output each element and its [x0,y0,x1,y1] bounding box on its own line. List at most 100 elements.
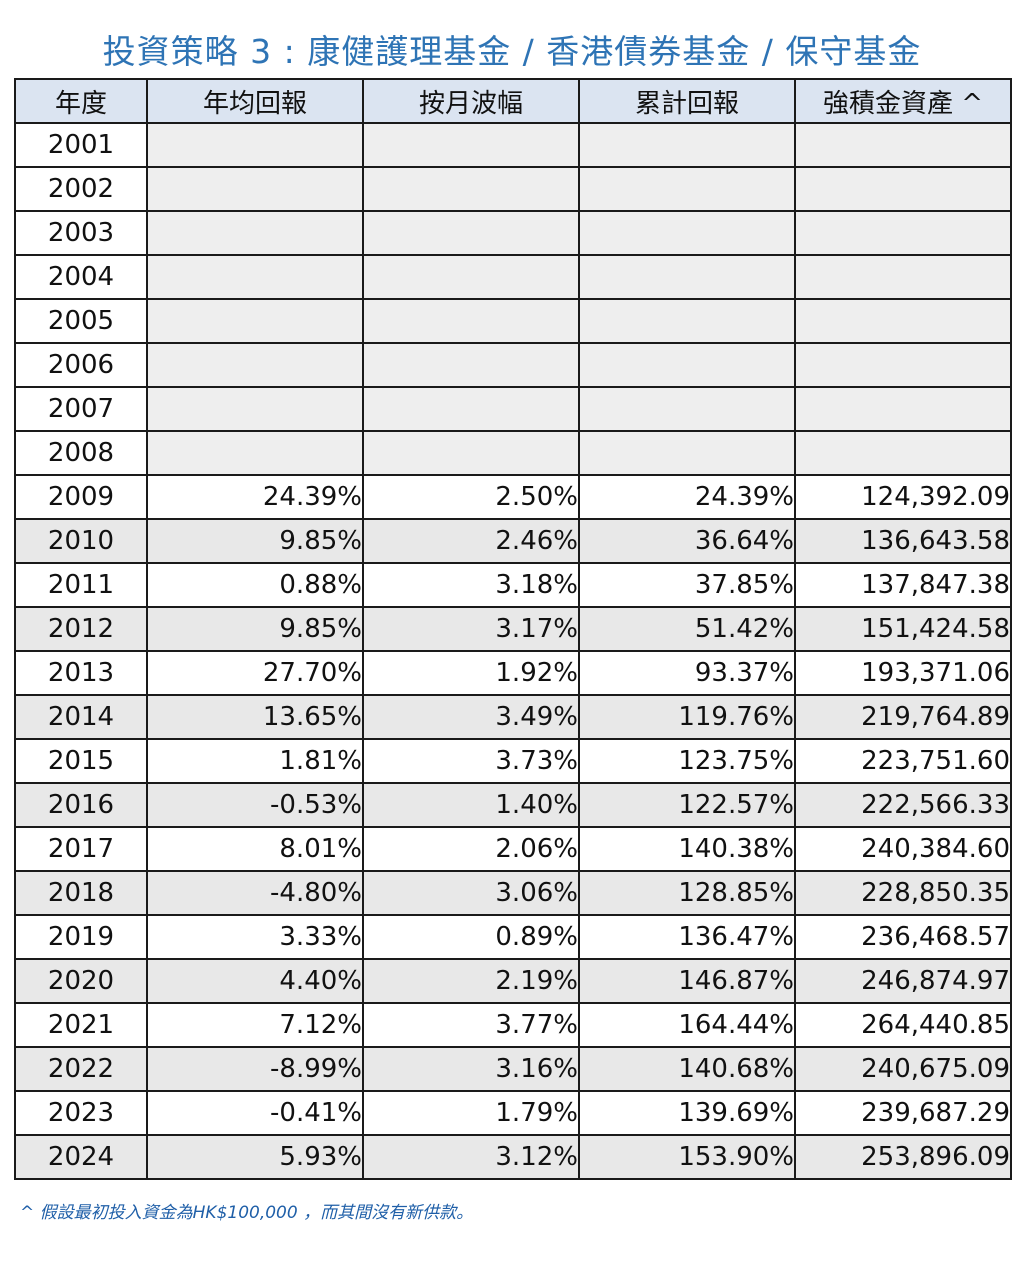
annual-return-cell: 5.93% [146,1134,364,1180]
table-row: 2004 [14,254,1012,300]
monthly-volatility-cell [362,430,580,476]
mpf-assets-cell [794,430,1012,476]
header-mpf-assets: 強積金資產 ^ [794,78,1012,124]
table-row: 2024 5.93% 3.12% 153.90% 253,896.09 [14,1134,1012,1180]
mpf-assets-cell: 124,392.09 [794,474,1012,520]
monthly-volatility-cell: 3.16% [362,1046,580,1092]
monthly-volatility-cell: 2.50% [362,474,580,520]
page-title: 投資策略 3 : 康健護理基金 / 香港債券基金 / 保守基金 [102,32,922,71]
table-row: 2005 [14,298,1012,344]
table-row: 2021 7.12% 3.77% 164.44% 264,440.85 [14,1002,1012,1048]
cumulative-return-cell: 139.69% [578,1090,796,1136]
annual-return-cell: 0.88% [146,562,364,608]
header-cumulative-return: 累計回報 [578,78,796,124]
mpf-assets-cell: 219,764.89 [794,694,1012,740]
table-row: 2012 9.85% 3.17% 51.42% 151,424.58 [14,606,1012,652]
year-cell: 2023 [14,1090,148,1136]
table-row: 2003 [14,210,1012,256]
cumulative-return-cell: 146.87% [578,958,796,1004]
cumulative-return-cell: 51.42% [578,606,796,652]
year-cell: 2009 [14,474,148,520]
monthly-volatility-cell: 1.92% [362,650,580,696]
annual-return-cell [146,430,364,476]
table-row: 2018 -4.80% 3.06% 128.85% 228,850.35 [14,870,1012,916]
mpf-assets-cell [794,386,1012,432]
cumulative-return-cell: 153.90% [578,1134,796,1180]
mpf-assets-cell: 228,850.35 [794,870,1012,916]
mpf-assets-cell: 136,643.58 [794,518,1012,564]
table-row: 2023 -0.41% 1.79% 139.69% 239,687.29 [14,1090,1012,1136]
header-monthly-volatility: 按月波幅 [362,78,580,124]
cumulative-return-cell: 24.39% [578,474,796,520]
mpf-assets-cell: 193,371.06 [794,650,1012,696]
mpf-assets-cell [794,254,1012,300]
cumulative-return-cell [578,430,796,476]
annual-return-cell: 13.65% [146,694,364,740]
mpf-assets-cell [794,342,1012,388]
table-row: 2016 -0.53% 1.40% 122.57% 222,566.33 [14,782,1012,828]
cumulative-return-cell: 93.37% [578,650,796,696]
year-cell: 2014 [14,694,148,740]
performance-table: 年度 年均回報 按月波幅 累計回報 強積金資產 ^ 2001 2002 2003 20… [14,78,1012,1180]
table-row: 2015 1.81% 3.73% 123.75% 223,751.60 [14,738,1012,784]
monthly-volatility-cell: 3.73% [362,738,580,784]
year-cell: 2007 [14,386,148,432]
year-cell: 2017 [14,826,148,872]
monthly-volatility-cell [362,254,580,300]
table-row: 2006 [14,342,1012,388]
annual-return-cell: 24.39% [146,474,364,520]
mpf-assets-cell [794,298,1012,344]
cumulative-return-cell [578,210,796,256]
table-row: 2014 13.65% 3.49% 119.76% 219,764.89 [14,694,1012,740]
cumulative-return-cell [578,386,796,432]
annual-return-cell: 8.01% [146,826,364,872]
monthly-volatility-cell: 3.77% [362,1002,580,1048]
monthly-volatility-cell: 3.12% [362,1134,580,1180]
table-row: 2010 9.85% 2.46% 36.64% 136,643.58 [14,518,1012,564]
year-cell: 2001 [14,122,148,168]
cumulative-return-cell: 122.57% [578,782,796,828]
cumulative-return-cell: 37.85% [578,562,796,608]
mpf-assets-cell: 222,566.33 [794,782,1012,828]
monthly-volatility-cell [362,342,580,388]
cumulative-return-cell [578,254,796,300]
mpf-assets-cell [794,122,1012,168]
annual-return-cell [146,342,364,388]
year-cell: 2022 [14,1046,148,1092]
mpf-assets-cell: 240,675.09 [794,1046,1012,1092]
annual-return-cell: 3.33% [146,914,364,960]
table-row: 2008 [14,430,1012,476]
cumulative-return-cell: 164.44% [578,1002,796,1048]
header-annual-return: 年均回報 [146,78,364,124]
annual-return-cell: 9.85% [146,518,364,564]
monthly-volatility-cell: 3.18% [362,562,580,608]
cumulative-return-cell: 36.64% [578,518,796,564]
year-cell: 2004 [14,254,148,300]
cumulative-return-cell [578,166,796,212]
cumulative-return-cell [578,342,796,388]
year-cell: 2010 [14,518,148,564]
monthly-volatility-cell: 1.79% [362,1090,580,1136]
annual-return-cell [146,166,364,212]
table-row: 2002 [14,166,1012,212]
table-row: 2013 27.70% 1.92% 93.37% 193,371.06 [14,650,1012,696]
annual-return-cell [146,298,364,344]
table-row: 2022 -8.99% 3.16% 140.68% 240,675.09 [14,1046,1012,1092]
year-cell: 2011 [14,562,148,608]
monthly-volatility-cell [362,298,580,344]
annual-return-cell: 7.12% [146,1002,364,1048]
year-cell: 2002 [14,166,148,212]
year-cell: 2013 [14,650,148,696]
monthly-volatility-cell [362,386,580,432]
annual-return-cell: 27.70% [146,650,364,696]
annual-return-cell: -4.80% [146,870,364,916]
table-row: 2017 8.01% 2.06% 140.38% 240,384.60 [14,826,1012,872]
year-cell: 2018 [14,870,148,916]
annual-return-cell: 4.40% [146,958,364,1004]
annual-return-cell: 1.81% [146,738,364,784]
table-row: 2001 [14,122,1012,168]
monthly-volatility-cell: 3.17% [362,606,580,652]
mpf-assets-cell: 151,424.58 [794,606,1012,652]
year-cell: 2012 [14,606,148,652]
year-cell: 2005 [14,298,148,344]
